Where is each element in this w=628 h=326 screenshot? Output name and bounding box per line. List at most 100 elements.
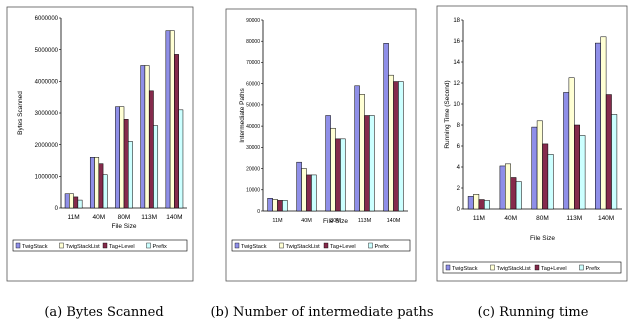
y-tick-label: 1000000 (35, 174, 59, 180)
bar-twigstack-113m (563, 92, 570, 210)
y-tick-label: 70000 (246, 60, 260, 66)
bar-twigstacklist-140m (169, 30, 175, 209)
bar-tag-level-11m (478, 199, 485, 210)
y-tick-label: 60000 (246, 81, 260, 87)
y-tick-label: 20000 (246, 166, 260, 172)
legend-swatch-prefix (368, 242, 373, 249)
bar-prefix-113m (579, 135, 586, 210)
legend-swatch-twigstacklist (59, 242, 64, 249)
y-tick-label: 2000000 (35, 143, 59, 149)
x-tick-label: 40M (504, 215, 517, 222)
bar-twigstack-40m (499, 165, 506, 210)
y-tick-label: 14 (453, 60, 460, 66)
bar-twigstacklist-11m (473, 194, 480, 210)
bar-tag-level-113m (574, 124, 580, 210)
x-tick-label: 113M (566, 215, 582, 222)
bar-twigstack-113m (140, 65, 146, 209)
y-tick-label: 0 (55, 206, 59, 212)
y-tick-label: 0 (457, 207, 461, 213)
legend-swatch-prefix (146, 242, 151, 249)
bar-twigstack-140m (165, 30, 171, 209)
bar-tag-level-140m (605, 94, 612, 210)
y-tick-label: 4 (457, 165, 461, 171)
bar-twigstacklist-113m (144, 65, 150, 209)
x-tick-label: 11M (473, 215, 485, 222)
bar-tag-level-113m (148, 90, 154, 209)
bar-tag-level-11m (277, 200, 283, 212)
bar-prefix-11m (282, 200, 288, 212)
legend-swatch-twigstacklist (490, 264, 495, 271)
chart-panel-1: 0 1000000 2000000 3000000 4000000 5000000 6000… (6, 6, 194, 320)
y-tick-label: 18 (453, 18, 460, 24)
bar-twigstack-80m (325, 115, 331, 212)
y-tick-label: 50000 (246, 103, 260, 109)
y-tick-label: 4000000 (35, 79, 59, 85)
legend-swatch-tag-level (534, 264, 540, 271)
legend-swatch-twigstack (15, 242, 21, 249)
legend: TwigStack TwigStackList Tag+Level Prefix (231, 239, 411, 252)
chart-caption: (c) Running time (478, 305, 589, 320)
bar-twigstack-40m (89, 157, 95, 209)
bar-twigstack-80m (115, 106, 120, 209)
legend-label-twigstack: TwigStack (22, 244, 48, 250)
chart-frame (6, 6, 194, 282)
y-axis-label: Bytes Scanned (17, 91, 24, 135)
bar-twigstacklist-113m (359, 94, 365, 212)
bar-twigstacklist-140m (388, 74, 394, 212)
bar-twigstacklist-80m (536, 120, 543, 210)
bar-twigstacklist-11m (272, 199, 278, 212)
bar-prefix-40m (102, 174, 108, 209)
bar-twigstacklist-80m (119, 106, 125, 209)
legend: TwigStack TwigStackList Tag+Level Prefix (442, 261, 622, 274)
bar-twigstack-140m (595, 42, 601, 210)
legend-swatch-tag-level (102, 242, 108, 249)
bar-prefix-140m (178, 109, 184, 209)
bar-tag-level-40m (306, 174, 312, 212)
bar-twigstacklist-113m (568, 77, 575, 210)
y-tick-label: 40000 (246, 124, 260, 130)
bar-prefix-80m (340, 138, 346, 212)
bar-twigstack-80m (531, 126, 538, 210)
bar-prefix-11m (77, 199, 83, 209)
y-tick-label: 3000000 (35, 111, 59, 117)
y-tick-label: 16 (453, 39, 460, 45)
x-tick-label: 140M (598, 215, 614, 222)
chart-frame (225, 8, 417, 282)
legend-label-prefix: Prefix (375, 244, 390, 250)
bar-twigstack-40m (296, 161, 302, 212)
legend-label-tag-level: Tag+Level (330, 244, 356, 250)
y-axis-label: Running Time (Second) (444, 80, 451, 148)
x-axis-label: File Size (530, 235, 555, 242)
x-axis-label: File Size (112, 223, 137, 230)
bar-tag-level-40m (510, 177, 517, 210)
bar-twigstack-140m (383, 43, 389, 212)
bar-prefix-140m (611, 114, 618, 210)
y-tick-label: 80000 (246, 39, 260, 45)
bar-twigstacklist-80m (330, 127, 336, 212)
bar-prefix-113m (153, 125, 159, 209)
x-tick-label: 113M (358, 218, 372, 224)
y-tick-label: 8 (457, 123, 461, 129)
bar-twigstack-11m (267, 198, 273, 212)
legend: TwigStack TwigStackList Tag+Level Prefix (12, 239, 188, 252)
x-tick-label: 40M (301, 218, 312, 224)
x-tick-label: 11M (68, 214, 80, 221)
bar-twigstacklist-40m (505, 163, 511, 210)
bar-prefix-80m (547, 154, 554, 210)
x-tick-label: 40M (92, 214, 105, 221)
bar-tag-level-140m (174, 54, 179, 209)
bar-prefix-140m (398, 81, 404, 212)
legend-swatch-prefix (579, 264, 584, 271)
x-tick-label: 80M (118, 214, 131, 221)
bar-prefix-113m (369, 115, 375, 212)
legend-label-prefix: Prefix (586, 266, 601, 272)
x-tick-label: 113M (141, 214, 157, 221)
legend-label-twigstack: TwigStack (241, 244, 267, 250)
legend-box (12, 239, 188, 252)
bar-twigstacklist-11m (69, 193, 74, 209)
y-tick-label: 2 (457, 186, 461, 192)
legend-box (442, 261, 622, 274)
bar-twigstacklist-140m (600, 36, 607, 210)
x-tick-label: 11M (272, 218, 283, 224)
